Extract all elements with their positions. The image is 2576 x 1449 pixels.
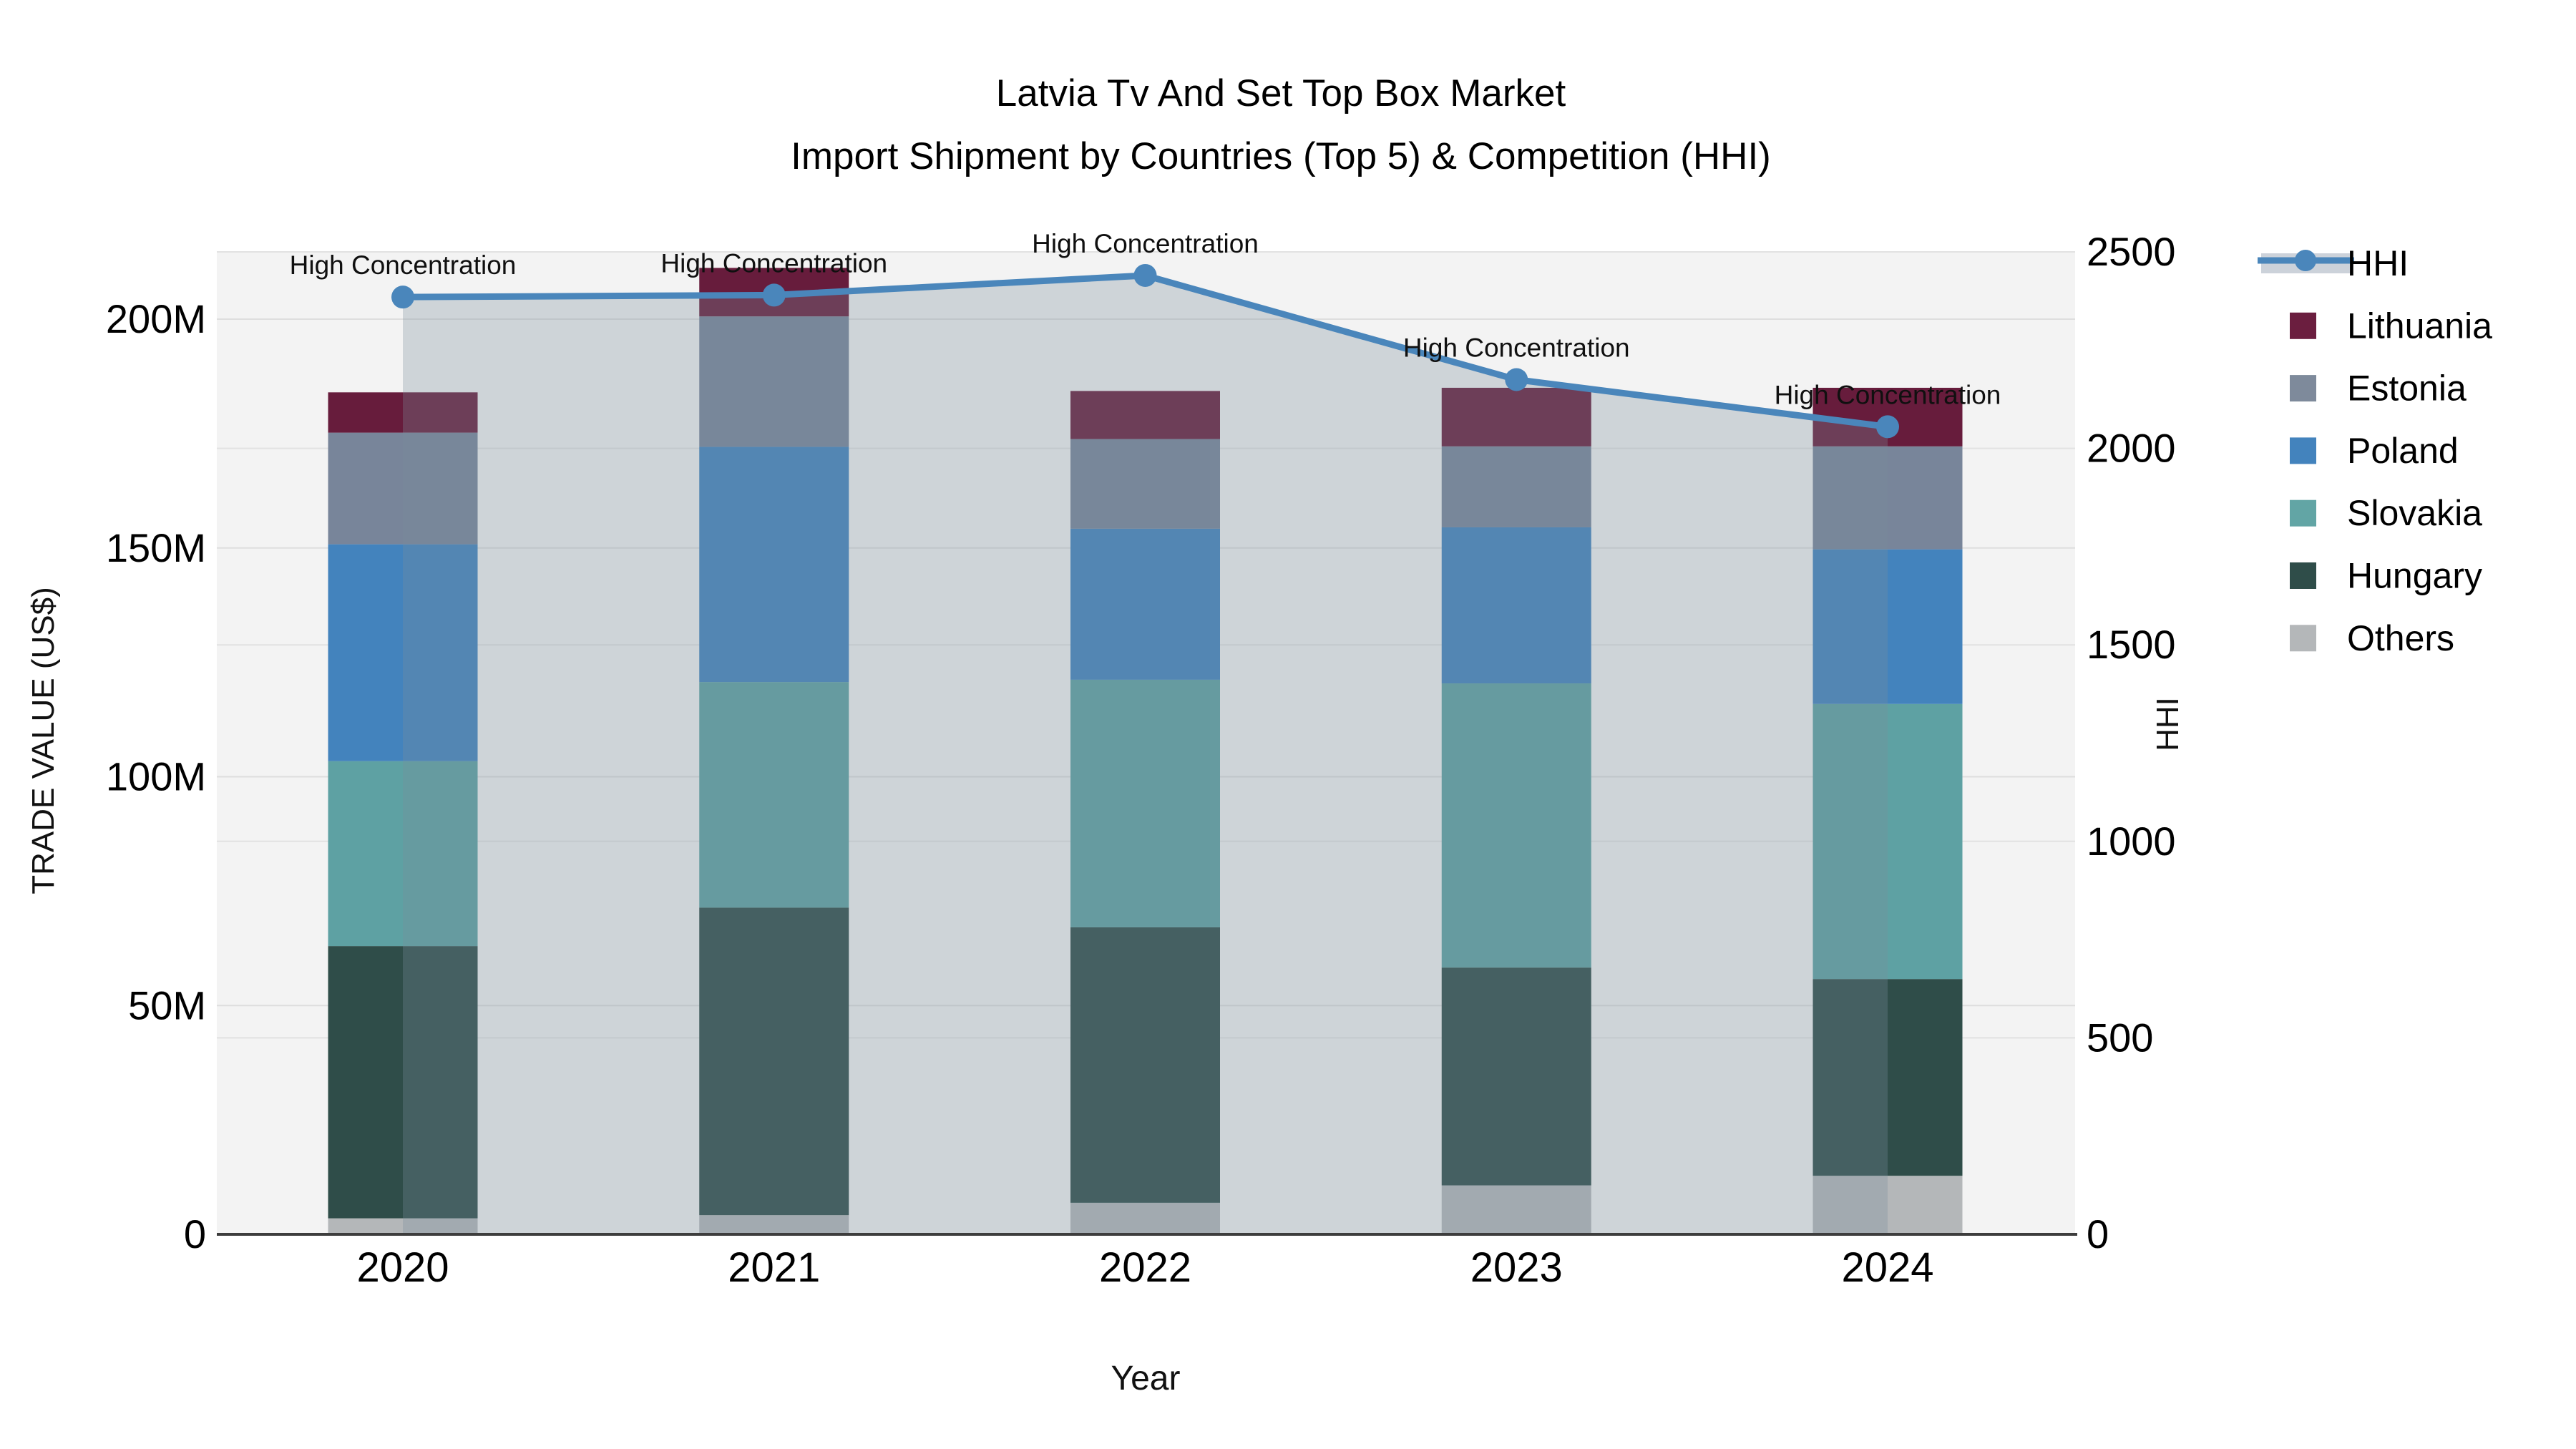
x-tick-2024: 2024 [1841,1244,1933,1291]
legend-item-poland[interactable]: Poland [2290,431,2459,471]
bar-segment-2021-hungary [699,907,849,1216]
y-right-tick-500: 500 [2087,1015,2153,1060]
hhi-area-layer [403,275,1888,1234]
y-left-tick-100M: 100M [106,754,206,799]
legend-swatch-poland [2290,437,2316,464]
y-left-tick-200M: 200M [106,296,206,341]
chart-title: Latvia Tv And Set Top Box Market [996,72,1566,114]
annotation-2023: High Concentration [1403,333,1630,362]
bars-layer [328,268,1963,1234]
annotations-layer: High Concentration High Concentration High… [290,229,2001,409]
bar-segment-2024-estonia [1813,446,1963,550]
tick-labels-layer: 0 50M 100M 150M 200M 0 500 1000 1500 2000 2500 2020… [106,229,2176,1291]
legend-swatch-lithuania [2290,312,2316,339]
legend-label-estonia: Estonia [2347,369,2467,409]
y-right-tick-2000: 2000 [2087,426,2176,471]
bar-segment-2022-others [1070,1202,1220,1234]
bar-segment-2024-hungary [1813,979,1963,1176]
x-tick-2021: 2021 [728,1244,820,1291]
y-left-tick-0: 0 [184,1211,206,1257]
annotation-2022: High Concentration [1032,229,1259,258]
legend-item-estonia[interactable]: Estonia [2290,369,2467,409]
legend-swatch-estonia [2290,375,2316,402]
bar-segment-2020-poland [328,544,478,761]
hhi-area [403,275,1888,1234]
bar-segment-2024-others [1813,1176,1963,1234]
x-axis-title: Year [1111,1360,1181,1397]
hhi-legend-marker-icon [2295,250,2316,271]
bar-segment-2020-others [328,1218,478,1234]
y-right-tick-1500: 1500 [2087,622,2176,667]
bar-segment-2024-slovakia [1813,703,1963,980]
bar-segment-2023-poland [1441,527,1591,684]
hhi-marker-2023 [1505,368,1528,391]
annotation-2021: High Concentration [660,248,887,278]
bar-segment-2020-hungary [328,946,478,1219]
annotation-2020: High Concentration [290,250,517,280]
bar-segment-2023-hungary [1441,967,1591,1186]
bar-segment-2022-estonia [1070,439,1220,529]
legend-item-hungary[interactable]: Hungary [2290,556,2482,596]
legend-label-lithuania: Lithuania [2347,306,2492,346]
legend-label-poland: Poland [2347,431,2459,471]
legend-swatch-hungary [2290,562,2316,589]
legend: HHI Lithuania Estonia Poland Slovakia Hungary… [2258,243,2492,658]
bar-segment-2023-estonia [1441,446,1591,527]
bar-segment-2022-slovakia [1070,679,1220,927]
legend-label-hhi: HHI [2347,243,2409,283]
y-axis-title-left: TRADE VALUE (US$) [26,587,61,894]
y-right-tick-1000: 1000 [2087,819,2176,864]
legend-label-others: Others [2347,618,2454,658]
bar-segment-2021-others [699,1215,849,1234]
bar-segment-2022-poland [1070,528,1220,680]
hhi-marker-2024 [1876,415,1899,439]
y-right-tick-0: 0 [2087,1211,2109,1257]
legend-label-hungary: Hungary [2347,556,2482,596]
bar-segment-2021-estonia [699,316,849,447]
bar-segment-2023-lithuania [1441,387,1591,447]
x-tick-2023: 2023 [1470,1244,1563,1291]
bar-segment-2023-others [1441,1185,1591,1234]
legend-item-slovakia[interactable]: Slovakia [2290,493,2482,533]
x-tick-2020: 2020 [356,1244,449,1291]
legend-item-hhi[interactable]: HHI [2258,243,2409,283]
bar-segment-2020-estonia [328,432,478,545]
bar-segment-2022-hungary [1070,927,1220,1203]
y-left-tick-50M: 50M [128,982,206,1028]
legend-label-slovakia: Slovakia [2347,493,2482,533]
chart-subtitle: Import Shipment by Countries (Top 5) & C… [791,135,1771,177]
annotation-2024: High Concentration [1775,380,2001,409]
bar-segment-2021-slovakia [699,682,849,908]
legend-item-lithuania[interactable]: Lithuania [2290,306,2492,346]
hhi-marker-2021 [762,283,786,307]
x-tick-2022: 2022 [1099,1244,1191,1291]
legend-item-others[interactable]: Others [2290,618,2454,658]
legend-swatch-slovakia [2290,499,2316,527]
bar-segment-2021-poland [699,447,849,683]
y-right-tick-2500: 2500 [2087,229,2176,274]
bar-segment-2022-lithuania [1070,391,1220,439]
bar-segment-2020-lithuania [328,392,478,433]
hhi-marker-2022 [1133,263,1157,287]
bar-segment-2020-slovakia [328,761,478,947]
bar-segment-2023-slovakia [1441,683,1591,968]
hhi-line-layer [391,263,1899,439]
legend-swatch-others [2290,625,2316,652]
bar-segment-2024-poland [1813,549,1963,704]
y-left-tick-150M: 150M [106,525,206,570]
y-axis-title-right: HHI [2150,697,2185,751]
hhi-marker-2020 [391,286,414,309]
